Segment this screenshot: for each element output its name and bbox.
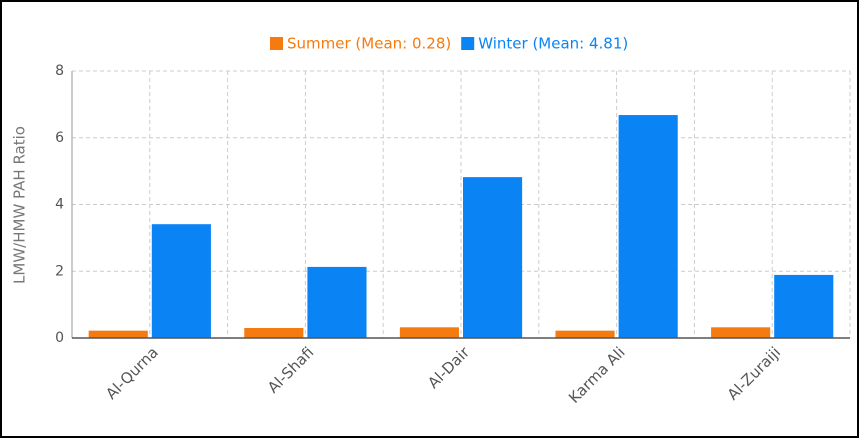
y-tick-label: 4	[55, 197, 64, 213]
y-tick-label: 0	[55, 330, 64, 346]
y-tick-label: 8	[55, 63, 64, 79]
bar	[618, 115, 678, 339]
y-axis-label: LMW/HMW PAH Ratio	[11, 126, 29, 284]
legend-label: Summer (Mean: 0.28)	[287, 35, 451, 53]
bar	[399, 327, 459, 338]
bar	[463, 177, 523, 338]
bar	[88, 330, 148, 338]
bar	[711, 327, 771, 338]
bar	[774, 274, 834, 338]
bar	[151, 224, 211, 338]
legend-swatch	[270, 37, 283, 50]
y-tick-label: 6	[55, 130, 64, 146]
bar	[307, 266, 367, 338]
legend-label: Winter (Mean: 4.81)	[478, 35, 628, 53]
bar	[555, 330, 615, 338]
legend-swatch	[461, 37, 475, 50]
bar	[244, 327, 304, 338]
y-tick-label: 2	[55, 263, 64, 279]
